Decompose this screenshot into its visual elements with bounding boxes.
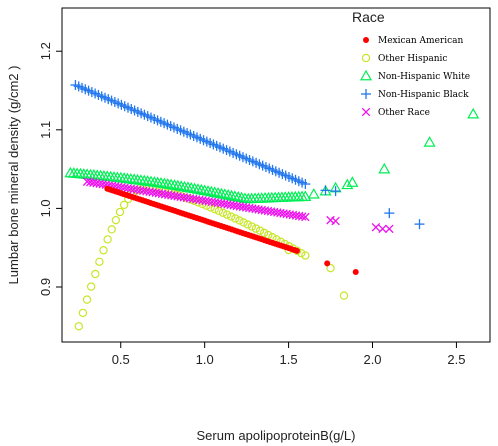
data-marks	[64, 80, 480, 331]
data-point	[208, 186, 221, 197]
legend: Race Mexican American Other Hispanic Non-H…	[352, 9, 470, 118]
y-axis-label: Lumbar bone mineral density (g/cm2 )	[6, 66, 21, 285]
legend-marker-mexican-american	[363, 37, 369, 43]
data-point	[188, 182, 201, 194]
series-other-race	[82, 177, 394, 234]
data-point	[218, 188, 231, 199]
data-point	[331, 216, 340, 226]
data-point	[185, 182, 198, 193]
legend-label-other-race: Other Race	[378, 108, 430, 118]
legend-marker-other-race	[361, 107, 371, 117]
legend-marker-non-hispanic-white	[359, 69, 373, 81]
data-point	[225, 189, 238, 201]
data-point	[235, 216, 244, 225]
legend-label-other-hispanic: Other Hispanic	[378, 54, 447, 64]
series-non-hispanic-white	[64, 107, 480, 204]
x-tick-label: 2.0	[363, 352, 381, 367]
data-point	[205, 185, 218, 197]
data-point	[111, 215, 121, 225]
data-point	[259, 228, 269, 238]
data-point	[301, 212, 310, 222]
y-tick-label: 1.0	[38, 199, 53, 217]
data-point	[103, 235, 112, 244]
data-point	[99, 246, 108, 255]
data-point	[95, 257, 104, 267]
data-point	[82, 295, 92, 304]
legend-marker-other-hispanic	[361, 53, 371, 63]
data-point	[307, 188, 320, 199]
y-axis: 0.9 1.0 1.1 1.2	[38, 42, 62, 296]
data-point	[91, 269, 100, 279]
y-tick-label: 1.2	[38, 42, 53, 60]
data-point	[231, 214, 240, 223]
data-point	[300, 179, 311, 190]
data-point	[243, 220, 252, 229]
data-point	[214, 206, 224, 216]
legend-title: Race	[352, 9, 385, 25]
data-point	[201, 185, 215, 196]
data-point	[212, 187, 225, 198]
data-point	[227, 212, 236, 221]
data-point	[378, 224, 387, 234]
legend-label-non-hispanic-black: Non-Hispanic Black	[378, 90, 469, 100]
y-tick-label: 1.1	[38, 121, 53, 139]
data-point	[414, 219, 425, 230]
x-tick-label: 1.0	[196, 352, 214, 367]
data-point	[346, 176, 359, 187]
data-point	[198, 184, 211, 196]
x-tick-label: 0.5	[112, 352, 130, 367]
data-point	[235, 191, 248, 203]
data-point	[222, 189, 235, 200]
data-point	[239, 218, 248, 227]
x-tick-label: 2.5	[447, 352, 465, 367]
data-point	[78, 308, 88, 318]
data-point	[384, 208, 395, 219]
data-point	[247, 222, 257, 231]
data-point	[385, 224, 394, 234]
data-point	[215, 187, 228, 199]
data-point	[423, 136, 436, 147]
data-point	[218, 208, 228, 217]
data-point	[119, 200, 129, 210]
data-point	[222, 210, 232, 219]
data-point	[326, 263, 335, 273]
data-point	[86, 282, 96, 291]
data-point	[320, 185, 331, 196]
data-point	[251, 224, 261, 233]
data-point	[191, 183, 204, 194]
data-point	[352, 269, 359, 276]
series-mexican-american	[104, 185, 359, 276]
data-point	[293, 247, 300, 254]
data-point	[297, 212, 307, 221]
series-non-hispanic-black	[70, 80, 425, 230]
legend-label-mexican-american: Mexican American	[378, 36, 464, 46]
data-point	[115, 207, 125, 217]
data-point	[195, 183, 208, 195]
data-point	[74, 322, 83, 331]
data-point	[339, 291, 349, 300]
data-point	[301, 251, 310, 260]
legend-marker-non-hispanic-black	[361, 89, 371, 99]
data-point	[467, 107, 480, 119]
x-axis: 0.5 1.0 1.5 2.0 2.5	[112, 342, 465, 367]
data-point	[371, 223, 381, 232]
x-tick-label: 1.5	[280, 352, 298, 367]
data-point	[107, 225, 116, 234]
data-point	[255, 226, 265, 235]
data-point	[324, 260, 331, 267]
data-point	[228, 190, 241, 201]
plot-frame	[61, 7, 491, 343]
data-point	[341, 178, 354, 190]
y-tick-label: 0.9	[38, 278, 53, 296]
data-point	[330, 186, 341, 197]
data-point	[299, 190, 312, 201]
legend-label-non-hispanic-white: Non-Hispanic White	[378, 72, 470, 82]
x-axis-label: Serum apolipoproteinB(g/L)	[197, 428, 356, 443]
data-point	[232, 191, 245, 202]
data-point	[378, 162, 391, 174]
